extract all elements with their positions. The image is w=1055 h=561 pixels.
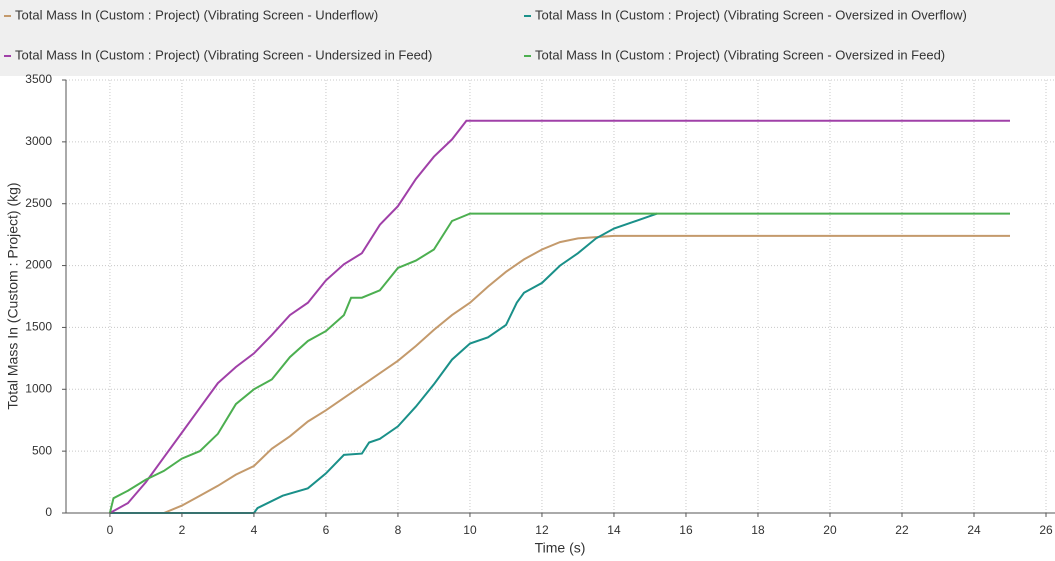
- series-line: [109, 212, 658, 514]
- legend-label: Total Mass In (Custom : Project) (Vibrat…: [535, 47, 945, 62]
- y-tick-label: 1000: [25, 381, 52, 395]
- y-tick-label: 3500: [25, 72, 52, 86]
- series-line: [109, 234, 1010, 514]
- y-tick-label: 500: [32, 443, 52, 457]
- x-tick-label: 4: [251, 523, 258, 537]
- y-tick-label: 2500: [25, 196, 52, 210]
- y-axis-label: Total Mass In (Custom : Project) (kg): [5, 182, 21, 409]
- y-tick-label: 1500: [25, 320, 52, 334]
- x-tick-label: 8: [395, 523, 402, 537]
- series-line: [109, 119, 1010, 514]
- x-tick-label: 24: [967, 523, 981, 537]
- legend-label: Total Mass In (Custom : Project) (Vibrat…: [535, 7, 967, 22]
- x-tick-label: 10: [463, 523, 477, 537]
- x-tick-label: 26: [1039, 523, 1053, 537]
- x-axis-label: Time (s): [535, 540, 586, 556]
- x-tick-label: 0: [107, 523, 114, 537]
- plot-area: [66, 80, 1055, 513]
- y-tick-label: 2000: [25, 258, 52, 272]
- x-tick-label: 18: [751, 523, 765, 537]
- x-tick-label: 2: [179, 523, 186, 537]
- y-tick-label: 3000: [25, 134, 52, 148]
- series-line: [108, 212, 1010, 514]
- x-tick-label: 12: [535, 523, 549, 537]
- legend-background: [0, 0, 1055, 76]
- legend-label: Total Mass In (Custom : Project) (Vibrat…: [15, 47, 432, 62]
- x-tick-label: 20: [823, 523, 837, 537]
- x-tick-label: 14: [607, 523, 621, 537]
- y-tick-label: 0: [45, 505, 52, 519]
- legend-label: Total Mass In (Custom : Project) (Vibrat…: [15, 7, 378, 22]
- x-tick-label: 22: [895, 523, 909, 537]
- x-tick-label: 6: [323, 523, 330, 537]
- x-tick-label: 16: [679, 523, 693, 537]
